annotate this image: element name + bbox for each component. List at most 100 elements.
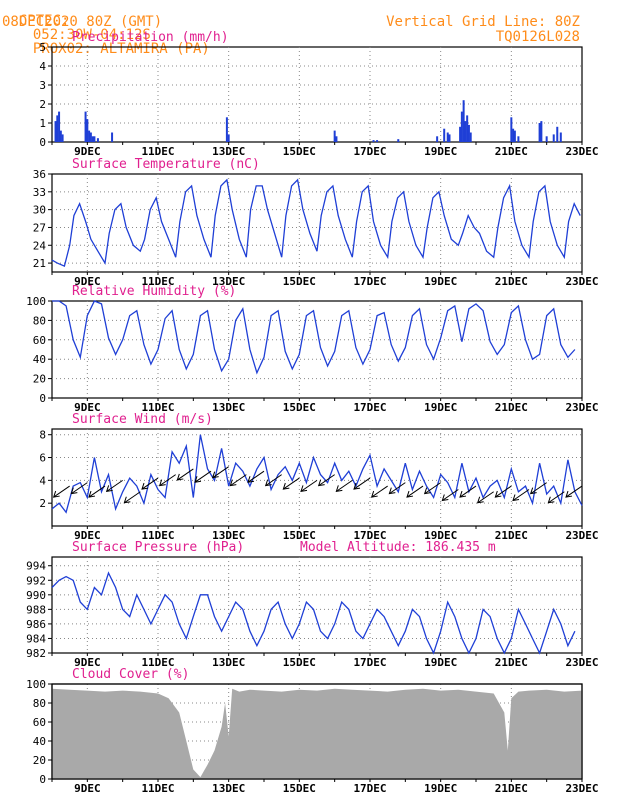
y-tick-label: 4 bbox=[39, 474, 46, 487]
panel-title: Surface Wind (m/s) bbox=[72, 412, 213, 427]
x-tick-label: 19DEC bbox=[424, 656, 457, 669]
precip-bar bbox=[96, 138, 99, 142]
wind-arrow-head bbox=[229, 479, 237, 487]
y-tick-label: 0 bbox=[39, 136, 46, 149]
precip-bar bbox=[225, 117, 228, 142]
wind-arrow-head bbox=[52, 490, 60, 498]
wind-arrow bbox=[230, 474, 247, 487]
y-tick-label: 80 bbox=[33, 697, 46, 710]
y-tick-label: 20 bbox=[33, 373, 46, 386]
x-tick-label: 19DEC bbox=[424, 145, 457, 158]
panel-title: Cloud Cover (%) bbox=[72, 667, 189, 682]
panel-annotation: Model Altitude: 186.435 m bbox=[300, 540, 496, 555]
wind-arrow-head bbox=[565, 490, 573, 498]
y-tick-label: 982 bbox=[26, 647, 46, 660]
wind-arrow bbox=[548, 491, 565, 504]
panel-title: Precipitation (mm/h) bbox=[72, 30, 229, 45]
precip-bar bbox=[464, 121, 467, 142]
wind-arrow-head bbox=[459, 490, 467, 498]
precip-bar bbox=[540, 121, 543, 142]
precip-bar bbox=[59, 130, 62, 142]
wind-arrow bbox=[124, 491, 141, 504]
panel-1: 21 24 27 30 33 36 9DEC 11DEC 13DEC 15DEC 17DEC 19DE… bbox=[33, 157, 599, 288]
panel-frame bbox=[51, 173, 583, 273]
wind-arrow bbox=[247, 470, 265, 483]
wind-arrow bbox=[318, 474, 335, 487]
y-tick-label: 988 bbox=[26, 603, 46, 616]
x-tick-label: 11DEC bbox=[141, 529, 174, 542]
x-tick-label: 11DEC bbox=[141, 275, 174, 288]
y-tick-label: 40 bbox=[33, 735, 46, 748]
x-tick-label: 11DEC bbox=[141, 145, 174, 158]
wind-arrow bbox=[106, 479, 123, 492]
panel-title: Relative Humidity (%) bbox=[72, 284, 236, 299]
y-tick-label: 984 bbox=[26, 632, 46, 645]
panel-title: Surface Pressure (hPa) bbox=[72, 540, 244, 555]
wind-arrow bbox=[159, 474, 176, 487]
wind-arrow-head bbox=[317, 479, 325, 487]
wind-arrow-head bbox=[529, 487, 537, 495]
y-tick-label: 60 bbox=[33, 334, 46, 347]
wind-arrow-head bbox=[158, 479, 166, 487]
precip-bar bbox=[459, 126, 462, 142]
y-tick-label: 21 bbox=[33, 257, 46, 270]
x-tick-label: 17DEC bbox=[353, 401, 386, 414]
y-tick-label: 2 bbox=[39, 98, 46, 111]
precip-bar bbox=[462, 100, 465, 142]
y-tick-label: 27 bbox=[33, 221, 46, 234]
x-tick-label: 13DEC bbox=[212, 401, 245, 414]
wind-arrow-head bbox=[70, 487, 78, 495]
x-tick-label: 15DEC bbox=[283, 145, 316, 158]
wind-arrow bbox=[53, 485, 70, 498]
precip-bar bbox=[335, 136, 338, 142]
x-tick-label: 17DEC bbox=[353, 656, 386, 669]
x-tick-label: 17DEC bbox=[353, 275, 386, 288]
x-tick-label: 19DEC bbox=[424, 529, 457, 542]
wind-arrow bbox=[194, 470, 212, 483]
header-label: CPTEC: bbox=[18, 13, 70, 29]
wind-arrow bbox=[442, 489, 459, 501]
panel-frame bbox=[51, 683, 583, 780]
precip-bar bbox=[538, 123, 541, 142]
x-tick-label: 9DEC bbox=[74, 529, 101, 542]
wind-arrow-head bbox=[88, 490, 96, 498]
y-tick-label: 0 bbox=[39, 392, 46, 405]
panel-5: 0 20 40 60 80 100 9DEC 11DEC 13DEC 15DEC 17DEC 19DE… bbox=[26, 667, 598, 795]
x-tick-label: 23DEC bbox=[565, 145, 598, 158]
panel-frame bbox=[51, 300, 583, 399]
x-tick-label: 13DEC bbox=[212, 656, 245, 669]
y-tick-label: 100 bbox=[26, 295, 46, 308]
wind-arrow-head bbox=[406, 490, 414, 498]
panel-3: 2 4 6 8 9DEC 11DEC 13DEC 15DEC 17DEC 19DEC 21DEC 23… bbox=[39, 412, 598, 542]
precip-bar bbox=[460, 111, 463, 142]
precip-bar bbox=[510, 117, 513, 142]
wind-arrow-head bbox=[441, 494, 449, 502]
header-station: PROX02: ALTAMIRA (PA) bbox=[32, 41, 210, 57]
precip-bar bbox=[545, 136, 548, 142]
x-tick-label: 13DEC bbox=[212, 275, 245, 288]
precip-bar bbox=[448, 134, 451, 142]
y-tick-label: 60 bbox=[33, 716, 46, 729]
series-line bbox=[51, 571, 576, 655]
wind-arrow-head bbox=[476, 496, 484, 504]
wind-arrow-head bbox=[211, 471, 219, 479]
precip-bar bbox=[54, 121, 57, 142]
x-tick-label: 21DEC bbox=[495, 275, 528, 288]
y-tick-label: 992 bbox=[26, 574, 46, 587]
wind-arrow-head bbox=[300, 485, 308, 492]
y-tick-label: 5 bbox=[39, 41, 46, 54]
panel-frame bbox=[51, 428, 583, 527]
x-tick-label: 9DEC bbox=[74, 782, 101, 795]
y-tick-label: 4 bbox=[39, 60, 46, 73]
wind-arrow bbox=[141, 477, 159, 490]
x-tick-label: 9DEC bbox=[74, 401, 101, 414]
y-tick-label: 0 bbox=[39, 773, 46, 786]
y-tick-label: 3 bbox=[39, 79, 46, 92]
wind-arrow-head bbox=[264, 479, 272, 487]
y-tick-label: 100 bbox=[26, 678, 46, 691]
x-tick-label: 19DEC bbox=[424, 275, 457, 288]
precip-bar bbox=[56, 115, 59, 142]
y-tick-label: 1 bbox=[39, 117, 46, 130]
